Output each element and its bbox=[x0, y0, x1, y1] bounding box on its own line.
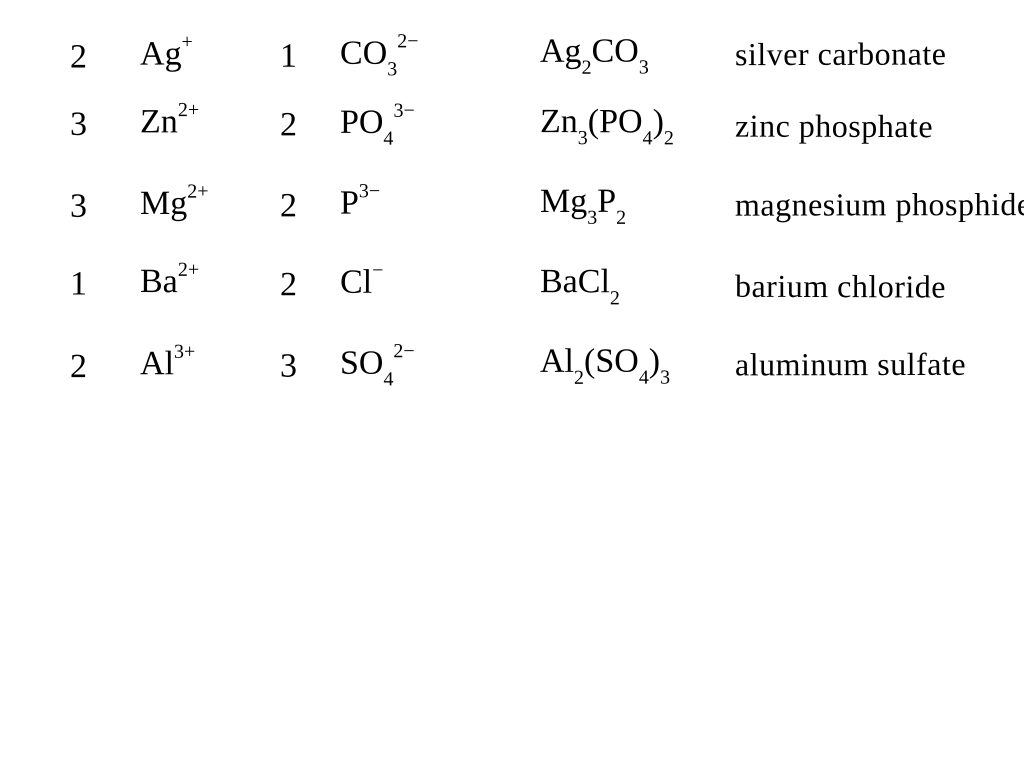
anion-base: CO bbox=[340, 35, 387, 72]
cation-ion: Ba2+ bbox=[140, 264, 199, 300]
anion-ion: Cl− bbox=[340, 264, 384, 299]
anion-charge: 2− bbox=[397, 30, 418, 52]
anion-ion: CO32− bbox=[340, 35, 419, 75]
anion-count: 2 bbox=[280, 189, 297, 223]
compound-formula: Mg3P2 bbox=[540, 185, 626, 224]
cation-count: 2 bbox=[70, 350, 87, 384]
anion-ion: P3− bbox=[340, 185, 380, 220]
anion-base: P bbox=[340, 185, 359, 222]
compound-name: silver carbonate bbox=[735, 37, 947, 70]
anion-sub: 3 bbox=[387, 59, 397, 81]
cation-charge: + bbox=[181, 31, 192, 53]
anion-base: PO bbox=[340, 104, 384, 141]
cation-ion: Al3+ bbox=[140, 346, 195, 381]
table-row: 3 Mg2+ 2 P3− Mg3P2 magnesium phosphide bbox=[0, 174, 1024, 246]
anion-ion: SO42− bbox=[340, 345, 415, 385]
cation-charge: 2+ bbox=[187, 181, 208, 203]
anion-charge: 2− bbox=[393, 340, 414, 362]
anion-count: 2 bbox=[280, 268, 297, 302]
cation-base: Al bbox=[140, 345, 174, 382]
table-row: 1 Ba2+ 2 Cl− BaCl2 barium chloride bbox=[0, 253, 1024, 327]
cation-count: 1 bbox=[70, 267, 87, 301]
compound-formula: Al2(SO4)3 bbox=[540, 345, 670, 384]
anion-count: 2 bbox=[280, 108, 297, 142]
cation-ion: Ag+ bbox=[140, 36, 193, 72]
cation-base: Ag bbox=[140, 35, 182, 72]
compound-name: aluminum sulfate bbox=[735, 348, 966, 381]
anion-base: Cl bbox=[340, 264, 372, 301]
compound-formula: BaCl2 bbox=[540, 265, 620, 304]
cation-ion: Zn2+ bbox=[140, 104, 199, 139]
anion-charge: 3− bbox=[359, 180, 380, 202]
compound-formula: Zn3(PO4)2 bbox=[540, 105, 674, 144]
cation-ion: Mg2+ bbox=[140, 186, 209, 221]
anion-count: 1 bbox=[280, 40, 297, 74]
cation-base: Ba bbox=[140, 263, 178, 300]
cation-charge: 2+ bbox=[178, 99, 199, 121]
anion-sub: 4 bbox=[383, 128, 393, 150]
cation-charge: 3+ bbox=[174, 341, 195, 363]
cation-count: 2 bbox=[70, 40, 87, 74]
cation-count: 3 bbox=[70, 190, 87, 224]
compound-name: magnesium phosphide bbox=[735, 188, 1024, 221]
anion-charge: − bbox=[372, 260, 383, 282]
table-row: 2Ag+1CO32−Ag2CO3silver carbonate bbox=[0, 23, 1024, 97]
cation-count: 3 bbox=[70, 108, 87, 142]
anion-charge: 3− bbox=[393, 100, 414, 122]
compound-formula: Ag2CO3 bbox=[540, 35, 649, 74]
cation-charge: 2+ bbox=[178, 259, 199, 281]
cation-base: Zn bbox=[140, 103, 178, 140]
anion-sub: 4 bbox=[383, 368, 393, 390]
anion-count: 3 bbox=[280, 350, 297, 384]
anion-ion: PO43− bbox=[340, 105, 415, 145]
compound-name: barium chloride bbox=[735, 270, 946, 303]
compound-name: zinc phosphate bbox=[735, 110, 933, 143]
anion-base: SO bbox=[340, 345, 384, 382]
cation-base: Mg bbox=[140, 185, 187, 222]
table-row: 2 Al3+ 3 SO42− Al2(SO4)3 aluminum sulfate bbox=[0, 334, 1024, 407]
handwritten-table: 2Ag+1CO32−Ag2CO3silver carbonate3Zn2+2PO… bbox=[0, 0, 1024, 768]
table-row: 3 Zn2+ 2 PO43− Zn3(PO4)2 zinc phosphate bbox=[0, 94, 1024, 167]
